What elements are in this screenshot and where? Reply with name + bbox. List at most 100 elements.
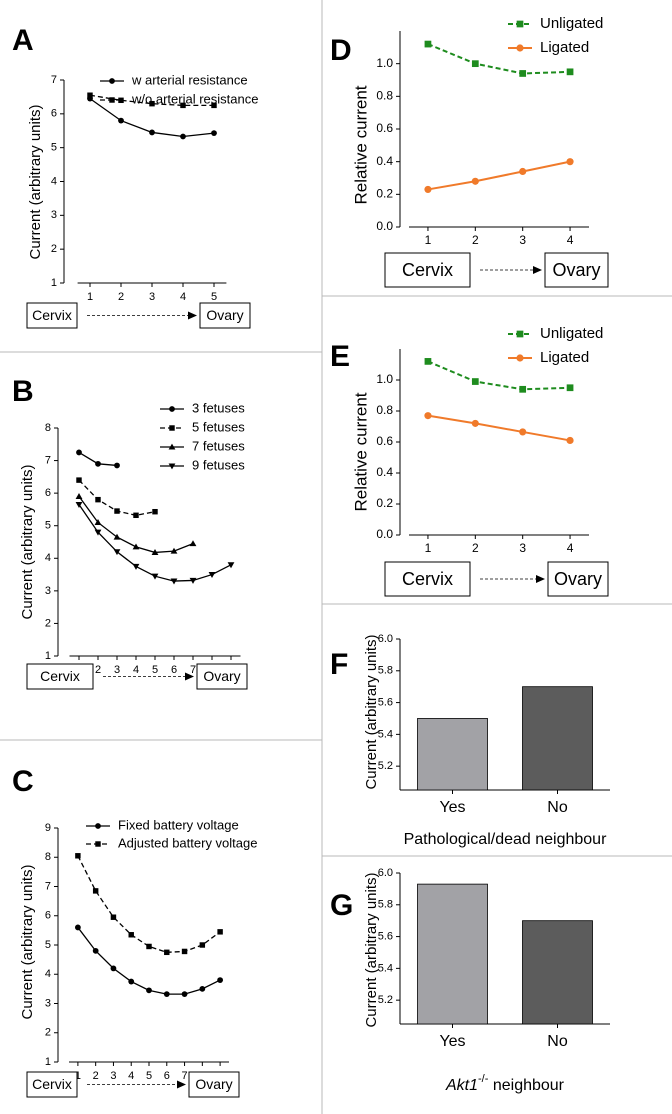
- y-tick-label: 5.4: [378, 962, 393, 974]
- legend-marker: [109, 97, 115, 103]
- start-box: [26, 302, 78, 329]
- x-tick-label: 3: [519, 541, 526, 555]
- legend-label: 9 fetuses: [192, 457, 245, 472]
- y-tick-label: 0.6: [376, 434, 393, 448]
- y-tick-label: 1.0: [376, 56, 393, 70]
- marker: [149, 129, 155, 136]
- legend-label: 7 fetuses: [192, 438, 245, 453]
- marker: [128, 978, 135, 985]
- x-tick-label: 2: [95, 664, 101, 676]
- marker: [128, 932, 134, 938]
- x-tick-label: No: [547, 1033, 568, 1050]
- marker: [424, 412, 432, 420]
- marker: [87, 92, 93, 98]
- x-tick-label: 5: [211, 291, 217, 303]
- y-tick-label: 0.0: [376, 219, 393, 233]
- marker: [170, 547, 178, 554]
- y-tick-label: 4: [51, 175, 57, 187]
- x-tick-label: 3: [110, 1070, 116, 1082]
- y-tick-label: 1: [45, 650, 51, 662]
- y-axis-label: Current (arbitrary units): [19, 864, 36, 1019]
- legend-label: Adjusted battery voltage: [118, 835, 257, 850]
- y-tick-label: 6: [45, 910, 51, 922]
- marker: [189, 577, 197, 584]
- x-tick-label: 2: [93, 1070, 99, 1082]
- marker: [92, 947, 99, 954]
- marker: [566, 384, 574, 392]
- marker: [181, 991, 188, 998]
- y-tick-label: 2: [51, 243, 57, 255]
- marker: [92, 888, 99, 894]
- series-line: [427, 414, 571, 442]
- y-tick-label: 6: [45, 487, 51, 499]
- marker: [217, 929, 223, 935]
- x-tick-label: 1: [87, 291, 93, 303]
- end-box: [196, 663, 248, 690]
- marker: [471, 60, 479, 68]
- panel-letter: D: [330, 34, 352, 67]
- x-tick-label: 1: [425, 233, 432, 247]
- marker: [566, 158, 574, 166]
- marker: [132, 563, 140, 570]
- y-tick-label: 9: [45, 822, 51, 834]
- marker: [113, 533, 121, 540]
- y-tick-label: 1.0: [376, 372, 393, 386]
- bar: [417, 718, 488, 791]
- x-tick-label: 3: [149, 291, 155, 303]
- legend-label: Fixed battery voltage: [118, 817, 239, 832]
- series-line: [78, 504, 232, 582]
- marker: [152, 508, 158, 515]
- marker: [170, 578, 178, 585]
- y-tick-label: 7: [45, 880, 51, 892]
- y-tick-label: 0.4: [376, 154, 393, 168]
- y-tick-label: 5: [45, 939, 51, 951]
- panel-letter: B: [12, 375, 34, 408]
- marker: [211, 102, 217, 109]
- legend-marker: [168, 463, 176, 470]
- arrow-head: [185, 672, 194, 681]
- y-tick-label: 0.0: [376, 527, 393, 541]
- series-line: [427, 160, 571, 191]
- legend-label: 5 fetuses: [192, 419, 245, 434]
- marker: [471, 419, 479, 427]
- x-tick-label: 5: [152, 664, 158, 676]
- y-tick-label: 6: [51, 108, 57, 120]
- marker: [164, 949, 170, 956]
- end-box: [544, 252, 609, 288]
- x-tick-label: 2: [472, 233, 479, 247]
- marker: [146, 987, 152, 994]
- y-tick-label: 6.0: [378, 633, 393, 645]
- start-label: Cervix: [32, 307, 72, 323]
- x-tick-label: 5: [146, 1070, 152, 1082]
- marker: [74, 924, 81, 931]
- end-label: Ovary: [195, 1076, 232, 1092]
- y-tick-label: 0.2: [376, 187, 393, 201]
- panel-letter: C: [12, 765, 34, 798]
- x-tick-label: 4: [180, 291, 186, 303]
- y-tick-label: 6.0: [378, 867, 393, 879]
- legend-marker: [169, 406, 175, 412]
- marker: [227, 562, 235, 569]
- marker: [114, 508, 120, 514]
- arrow-head: [188, 311, 197, 320]
- superscript: -/-: [478, 1073, 489, 1085]
- y-tick-label: 7: [45, 454, 51, 466]
- legend-marker: [516, 330, 524, 338]
- end-box: [188, 1071, 240, 1098]
- y-tick-label: 7: [51, 74, 57, 86]
- start-box: [384, 561, 471, 597]
- marker: [113, 549, 121, 556]
- x-tick-label: 2: [118, 291, 124, 303]
- bar: [417, 883, 488, 1025]
- series-line: [77, 855, 221, 953]
- x-tick-label: 1: [75, 1070, 81, 1082]
- y-tick-label: 5.8: [378, 665, 393, 677]
- y-tick-label: 5.6: [378, 930, 393, 942]
- marker: [189, 540, 197, 547]
- start-box: [26, 663, 94, 690]
- marker: [519, 167, 527, 176]
- y-tick-label: 5.6: [378, 696, 393, 708]
- marker: [133, 512, 139, 519]
- legend-label: w/o arterial resistance: [131, 91, 258, 106]
